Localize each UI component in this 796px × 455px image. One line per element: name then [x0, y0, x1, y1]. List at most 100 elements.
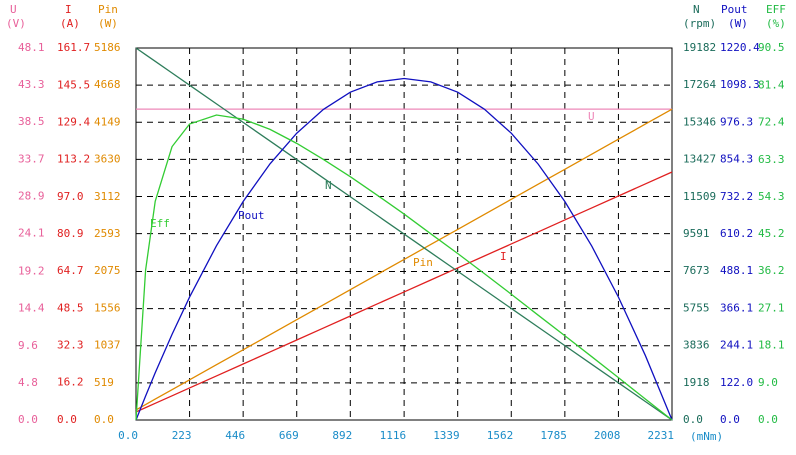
y-tick-label: 38.5	[18, 115, 45, 128]
y-tick-label: 0.0	[57, 413, 77, 426]
y-tick-label: 976.3	[720, 115, 753, 128]
y-tick-label: 2593	[94, 227, 121, 240]
y-tick-label: 129.4	[57, 115, 90, 128]
y-tick-label: 19.2	[18, 265, 45, 278]
y-tick-label: 18.1	[758, 339, 785, 352]
y-tick-label: 5186	[94, 41, 121, 54]
y-tick-label: 4668	[94, 78, 121, 91]
y-tick-label: 17264	[683, 78, 716, 91]
y-tick-label: 3112	[94, 190, 121, 203]
axis-unit: (rpm)	[683, 17, 716, 30]
y-tick-label: 64.7	[57, 264, 84, 277]
y-tick-label: 244.1	[720, 339, 753, 352]
x-tick-label: 1785	[540, 429, 567, 442]
y-tick-label: 63.3	[758, 153, 785, 166]
axis-unit: (V)	[6, 17, 26, 30]
series-label: Pin	[413, 256, 433, 269]
y-tick-label: 0.0	[94, 413, 114, 426]
y-tick-label: 3630	[94, 153, 121, 166]
y-tick-label: 1556	[94, 301, 121, 314]
series-label: I	[500, 250, 507, 263]
y-tick-label: 14.4	[18, 302, 45, 315]
y-tick-label: 4.8	[18, 376, 38, 389]
y-tick-label: 610.2	[720, 227, 753, 240]
y-tick-label: 54.3	[758, 190, 785, 203]
series-label: Pout	[238, 209, 265, 222]
y-tick-label: 90.5	[758, 41, 785, 54]
y-tick-label: 0.0	[758, 413, 778, 426]
y-tick-label: 32.3	[57, 339, 84, 352]
x-tick-label: 0.0	[118, 429, 138, 442]
y-tick-label: 80.9	[57, 227, 84, 240]
x-tick-label: 1562	[487, 429, 514, 442]
y-tick-label: 122.0	[720, 376, 753, 389]
y-tick-label: 15346	[683, 115, 716, 128]
y-tick-label: 45.2	[758, 227, 785, 240]
y-tick-label: 366.1	[720, 301, 753, 314]
y-tick-label: 854.3	[720, 153, 753, 166]
y-tick-label: 2075	[94, 264, 121, 277]
x-unit: (mNm)	[690, 430, 723, 443]
y-tick-label: 36.2	[758, 264, 785, 277]
y-tick-label: 145.5	[57, 78, 90, 91]
axis-unit: (%)	[766, 17, 786, 30]
plot-border	[135, 47, 673, 421]
y-tick-label: 9.6	[18, 339, 38, 352]
x-tick-label: 1339	[433, 429, 460, 442]
y-tick-label: 7673	[683, 264, 710, 277]
y-tick-label: 161.7	[57, 41, 90, 54]
y-tick-label: 27.1	[758, 302, 785, 315]
axis-name: U	[10, 3, 17, 16]
x-tick-label: 2231	[648, 429, 675, 442]
series-label: U	[588, 110, 595, 123]
y-tick-label: 16.2	[57, 376, 84, 389]
x-tick-label: 669	[279, 429, 299, 442]
y-tick-label: 9591	[683, 227, 710, 240]
y-tick-label: 24.1	[18, 227, 45, 240]
y-tick-label: 5755	[683, 301, 710, 314]
x-tick-label: 2008	[594, 429, 621, 442]
x-tick-label: 1116	[380, 429, 407, 442]
y-tick-label: 33.7	[18, 152, 45, 165]
y-tick-label: 43.3	[18, 78, 45, 91]
y-tick-label: 519	[94, 376, 114, 389]
series-line	[135, 77, 673, 421]
y-tick-label: 13427	[683, 153, 716, 166]
axis-name: I	[65, 3, 72, 16]
y-tick-label: 3836	[683, 339, 710, 352]
series-line	[135, 114, 673, 421]
y-tick-label: 48.1	[18, 41, 45, 54]
y-tick-label: 11509	[683, 190, 716, 203]
axis-unit: (A)	[60, 17, 80, 30]
y-tick-label: 1098.3	[720, 78, 760, 91]
y-tick-label: 81.4	[758, 78, 785, 91]
series-label: Eff	[150, 217, 170, 230]
y-tick-label: 72.4	[758, 115, 785, 128]
y-tick-label: 9.0	[758, 376, 778, 389]
series-label: N	[325, 179, 332, 192]
series-line	[135, 47, 673, 421]
y-tick-label: 0.0	[720, 413, 740, 426]
y-tick-label: 113.2	[57, 153, 90, 166]
axis-name: N	[693, 3, 700, 16]
y-tick-label: 19182	[683, 41, 716, 54]
axis-unit: (W)	[728, 17, 748, 30]
x-tick-label: 446	[225, 429, 245, 442]
y-tick-label: 97.0	[57, 190, 84, 203]
y-tick-label: 28.9	[18, 189, 45, 202]
y-tick-label: 0.0	[18, 413, 38, 426]
y-tick-label: 1220.4	[720, 41, 760, 54]
axis-name: Pout	[721, 3, 748, 16]
y-tick-label: 48.5	[57, 301, 84, 314]
y-tick-label: 4149	[94, 115, 121, 128]
x-tick-label: 223	[172, 429, 192, 442]
axis-name: EFF	[766, 3, 786, 16]
y-tick-label: 1918	[683, 376, 710, 389]
axis-name: Pin	[98, 3, 118, 16]
y-tick-label: 732.2	[720, 190, 753, 203]
y-tick-label: 1037	[94, 339, 121, 352]
x-tick-label: 892	[332, 429, 352, 442]
axis-unit: (W)	[98, 17, 118, 30]
